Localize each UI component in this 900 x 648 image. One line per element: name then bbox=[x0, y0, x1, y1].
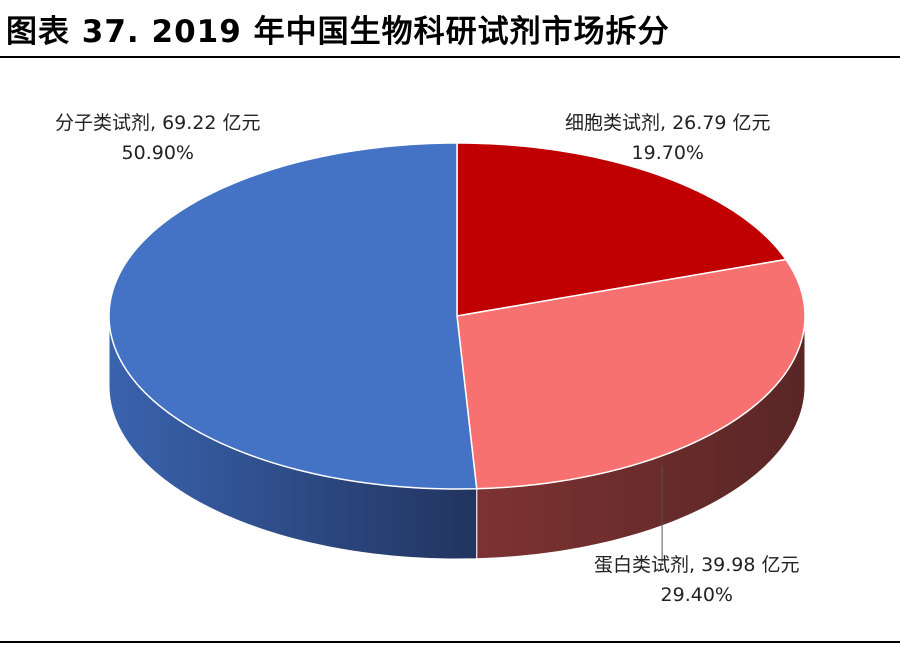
slice-label-molecular-name: 分子类试剂, 69.22 亿元 bbox=[55, 112, 261, 134]
chart-title: 图表 37. 2019 年中国生物科研试剂市场拆分 bbox=[6, 14, 670, 50]
slice-label-molecular: 分子类试剂, 69.22 亿元 50.90% bbox=[55, 108, 261, 168]
pie-slice-cell bbox=[456, 142, 787, 317]
pie-slice-molecular bbox=[108, 142, 478, 490]
slice-label-cell: 细胞类试剂, 26.79 亿元 19.70% bbox=[565, 108, 771, 168]
slice-label-protein: 蛋白类试剂, 39.98 亿元 29.40% bbox=[594, 550, 800, 610]
bottom-rule bbox=[0, 641, 900, 643]
title-rule bbox=[0, 56, 900, 58]
slice-label-molecular-percent: 50.90% bbox=[121, 142, 194, 164]
pie-tops bbox=[108, 142, 806, 490]
pie-slice-protein bbox=[456, 258, 806, 490]
slice-label-cell-percent: 19.70% bbox=[631, 142, 704, 164]
slice-label-cell-name: 细胞类试剂, 26.79 亿元 bbox=[565, 112, 771, 134]
slice-label-protein-percent: 29.40% bbox=[660, 584, 733, 606]
slice-label-protein-name: 蛋白类试剂, 39.98 亿元 bbox=[594, 554, 800, 576]
